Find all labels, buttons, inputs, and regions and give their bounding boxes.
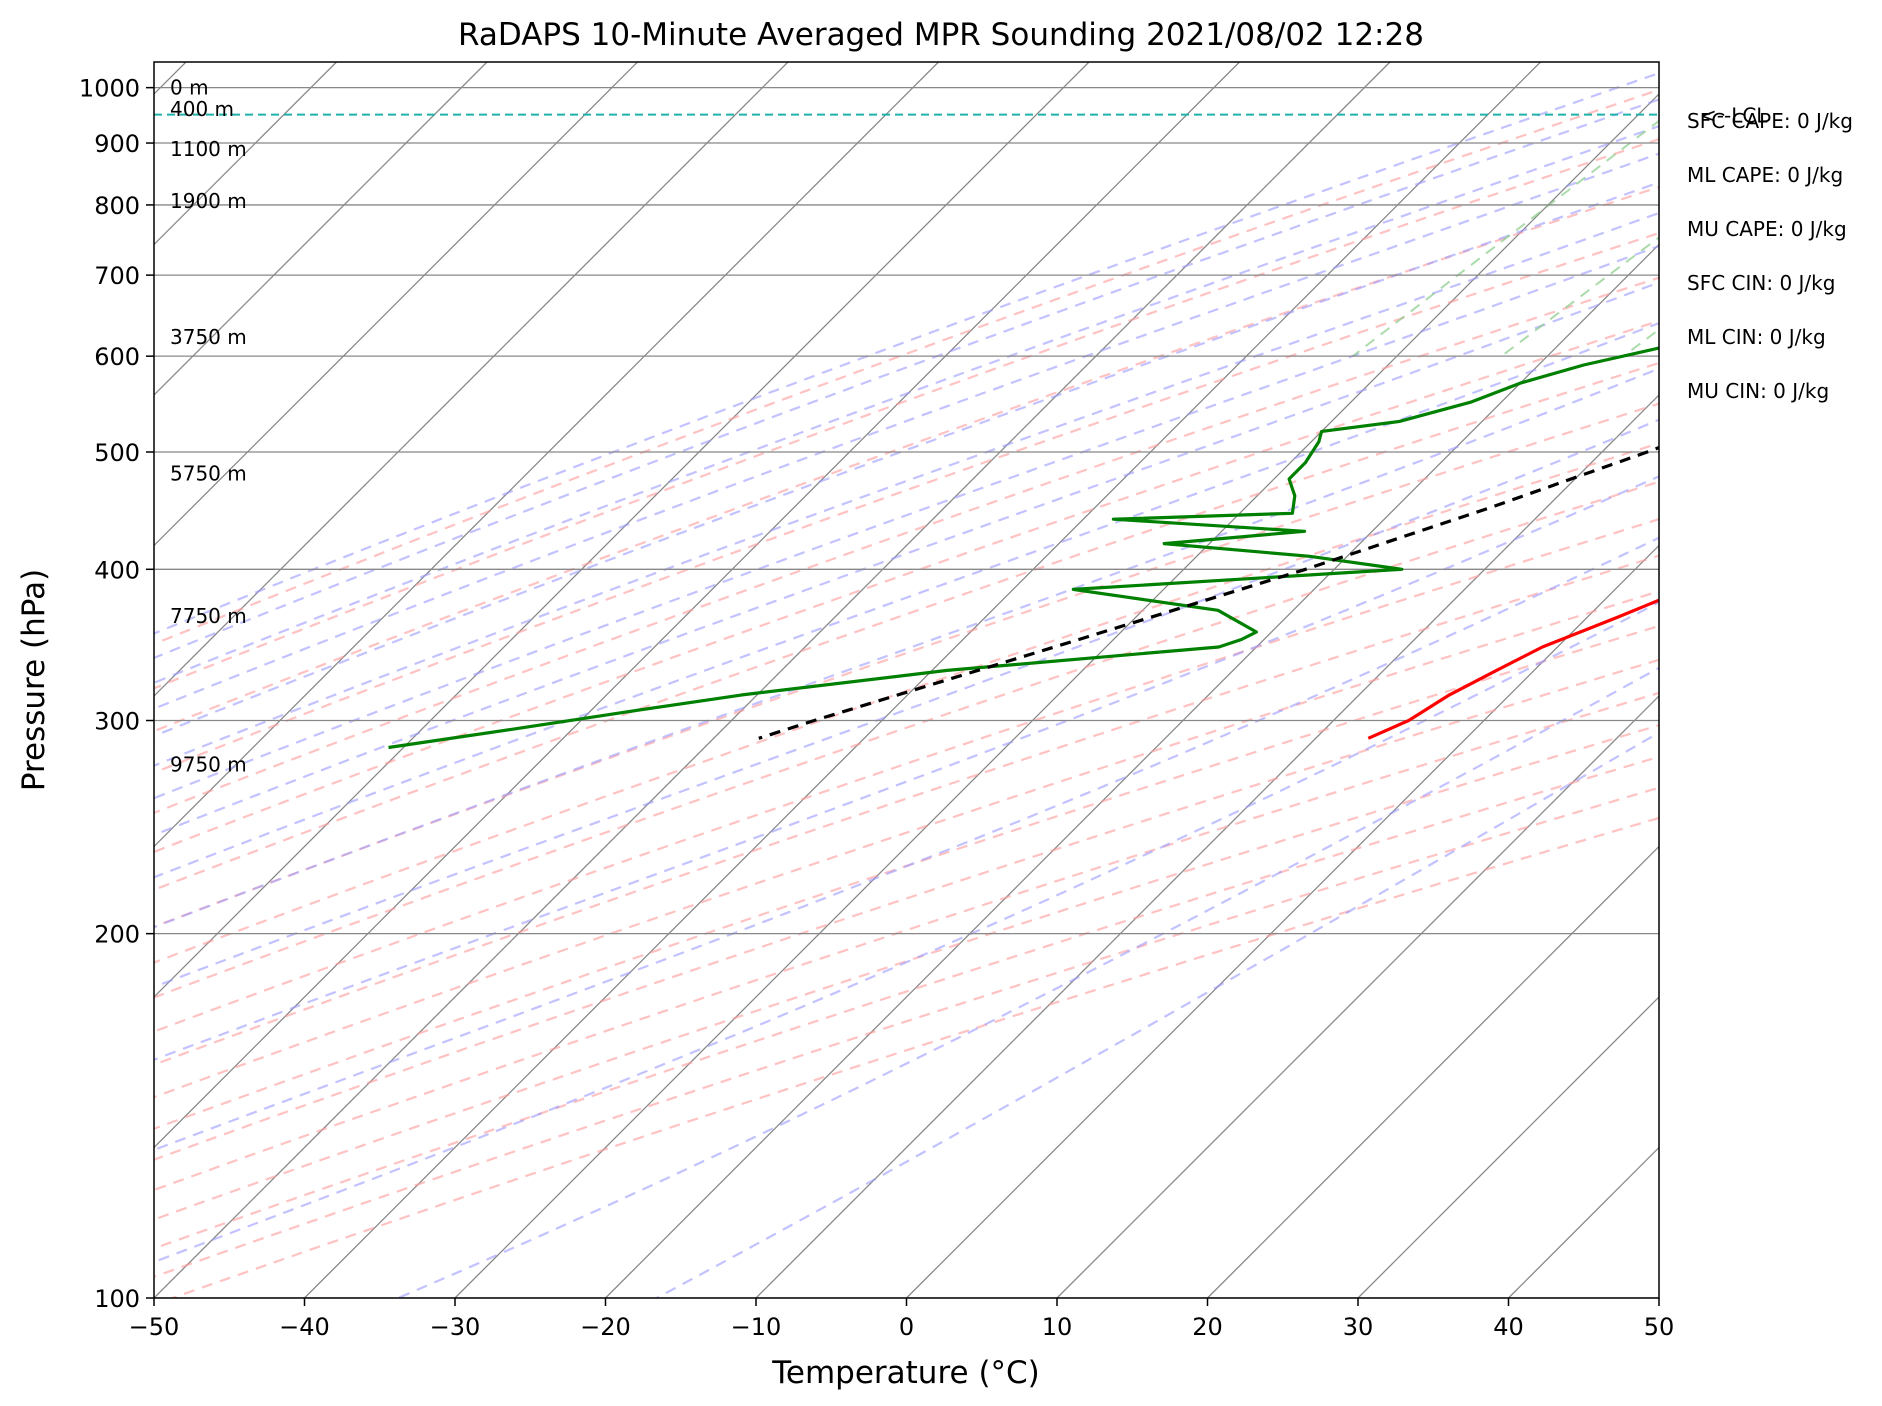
x-tick-label: 0 [899,1313,914,1341]
dry-adiabat-line [154,319,1659,854]
lcl-label: <--LCL [1700,104,1768,128]
moist-adiabat-line [154,98,1659,660]
x-axis-ticks: −50 −40 −30 −20 −10 0 10 20 30 40 50 [129,1298,1675,1341]
stability-indices: SFC CAPE: 0 J/kg ML CAPE: 0 J/kg MU CAPE: … [1687,109,1853,403]
background-lines [154,62,1882,1298]
mixing-ratio-line [1500,236,1659,357]
stability-index: MU CIN: 0 J/kg [1687,379,1829,403]
moist-adiabat-line [656,731,1659,1298]
y-tick-label: 500 [94,439,140,467]
dry-adiabat-line [154,554,1659,1066]
isotherm-line [154,62,1090,998]
y-tick-label: 800 [94,192,140,220]
y-tick-label: 700 [94,262,140,290]
height-label: 400 m [170,97,234,121]
y-tick-label: 1000 [79,75,140,103]
dry-adiabat-line [154,624,1659,1130]
isotherm-line [906,544,1659,1298]
dry-adiabat-line [154,442,1659,964]
height-label: 5750 m [170,461,247,485]
x-tick-label: −10 [731,1313,782,1341]
y-tick-label: 200 [94,921,140,949]
moist-adiabat-line [154,536,1659,1152]
stability-index: MU CAPE: 0 J/kg [1687,217,1847,241]
chart-title: RaDAPS 10-Minute Averaged MPR Sounding 2… [458,17,1424,53]
dry-adiabat-line [154,691,1659,1192]
stability-index: SFC CIN: 0 J/kg [1687,271,1835,295]
x-tick-label: −40 [279,1313,330,1341]
stability-index: ML CIN: 0 J/kg [1687,325,1826,349]
x-tick-label: −50 [129,1313,180,1341]
y-tick-label: 900 [94,130,140,158]
height-labels: 9750 m 7750 m 5750 m 3750 m 1900 m 1100 m 400 … [170,76,247,777]
y-tick-label: 600 [94,343,140,371]
isotherm-line [1658,1297,1659,1298]
dewpoint-series-line [388,346,1659,750]
parcel_profile-series-line [758,445,1659,740]
isotherm-line [154,62,488,396]
moist-adiabat-line [154,71,1659,635]
height-label: 7750 m [170,604,247,628]
y-axis-ticks: 100 200 300 400 500 600 700 800 900 1000 [79,75,154,1313]
moist-adiabat-line [154,601,1659,1264]
height-label: 1100 m [170,137,247,161]
mixing-ratio-line [1798,62,1882,356]
moist-adiabat-line [154,321,1659,879]
x-tick-label: 30 [1343,1313,1374,1341]
isotherm-line [1810,62,1882,1298]
dry-adiabat-line [154,276,1659,815]
dry-adiabat-line [154,88,1659,646]
series-group [388,346,1659,750]
height-label: 3750 m [170,325,247,349]
x-tick-label: −20 [580,1313,631,1341]
y-tick-label: 100 [94,1285,140,1313]
height-label: 0 m [170,76,209,100]
dry-adiabat-line [154,361,1659,891]
x-tick-label: 40 [1493,1313,1524,1341]
moist-adiabat-line [154,281,1659,837]
x-axis-label: Temperature (°C) [771,1355,1040,1391]
isotherm-line [154,62,939,848]
y-tick-label: 400 [94,556,140,584]
x-tick-label: 20 [1192,1313,1223,1341]
x-tick-label: −30 [430,1313,481,1341]
dry-adiabat-line [154,518,1659,1033]
isotherm-line [1207,845,1659,1298]
x-tick-label: 10 [1042,1313,1073,1341]
isotherm-line [454,93,1659,1298]
isotherm-line [304,62,1541,1298]
isotherm-line [154,62,789,697]
dry-adiabat-line [171,816,1659,1298]
isotherm-line [154,62,1240,1149]
temperature-series-line [1367,598,1659,740]
x-tick-label: 50 [1644,1313,1675,1341]
isotherm-line [1056,695,1659,1298]
y-axis-label: Pressure (hPa) [16,569,52,791]
height-label: 9750 m [170,752,247,776]
plot-frame [153,61,1660,1299]
stability-index: SFC CAPE: 0 J/kg [1687,109,1853,133]
moist-adiabat-line [154,367,1659,929]
isotherm-line [605,243,1659,1298]
isotherm-line [154,62,1391,1298]
isotherm-line [154,62,638,547]
height-label: 1900 m [170,189,247,213]
dry-adiabat-line [154,138,1659,690]
mixing-ratio-line [1352,119,1659,357]
y-tick-label: 300 [94,708,140,736]
isotherm-line [755,394,1659,1298]
stability-index: ML CAPE: 0 J/kg [1687,163,1843,187]
dry-adiabat-line [154,755,1659,1250]
lcl-marker: <--LCL [154,104,1768,128]
isotherm-line [1357,996,1659,1298]
